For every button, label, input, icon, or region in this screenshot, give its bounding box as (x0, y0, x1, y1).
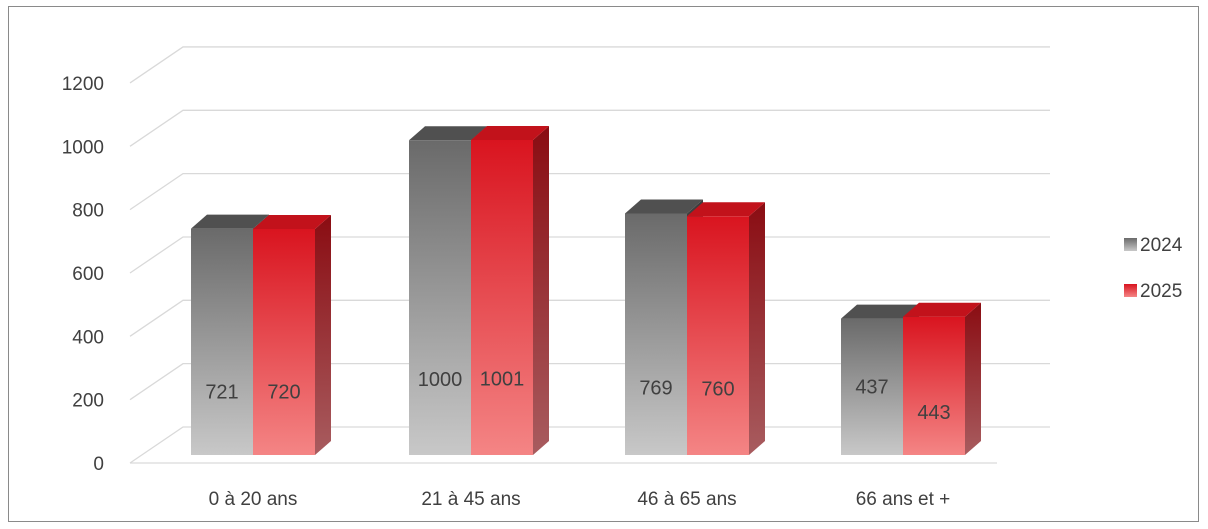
legend-swatch-2024 (1124, 238, 1137, 251)
gridline (129, 46, 1050, 84)
y-tick-label: 600 (72, 264, 104, 285)
y-tick-label: 800 (72, 201, 104, 222)
bar-2024-front (841, 318, 903, 455)
bar-2025-side (965, 302, 981, 455)
bar-2025-top (471, 125, 549, 140)
bar-2025-side (533, 125, 549, 455)
legend-label-2025: 2025 (1140, 281, 1182, 302)
data-label: 1001 (480, 369, 525, 391)
data-label: 437 (855, 377, 888, 399)
bars (191, 125, 981, 456)
y-tick-label: 1000 (62, 137, 104, 158)
data-label: 769 (639, 378, 672, 400)
x-category-label: 46 à 65 ans (637, 489, 736, 510)
bar-2024-top (841, 304, 919, 319)
x-category-label: 21 à 45 ans (421, 489, 520, 510)
legend-swatch-2025 (1124, 284, 1137, 297)
bar-2025-top (687, 202, 765, 217)
bar-2024-top (409, 126, 487, 141)
bar-2025-side (315, 214, 331, 455)
y-tick-label: 400 (72, 327, 104, 348)
bar-2025-top (903, 302, 981, 317)
bar-2024-top (191, 214, 269, 229)
bar-2025-front (903, 316, 965, 455)
data-label: 1000 (418, 369, 463, 391)
bar-2024-front (625, 213, 687, 455)
y-tick-label: 200 (72, 391, 104, 412)
bar-2025-front (253, 228, 315, 455)
data-label: 721 (205, 381, 238, 403)
labels: 0 200 400 600 800 1000 1200 721 720 0 à 20 ans 100… (62, 74, 951, 510)
bar-2024-top (625, 199, 703, 214)
bar-2025-top (253, 214, 331, 229)
gridline (129, 172, 1050, 211)
bar-2025-front (687, 216, 749, 455)
bar-2024-front (191, 228, 253, 455)
legend-label-2024: 2024 (1140, 235, 1183, 256)
gridline (129, 109, 1050, 147)
data-label: 760 (701, 378, 734, 400)
bar-2024-front (409, 140, 471, 456)
y-tick-label: 0 (93, 454, 104, 475)
bar-2025-side (749, 202, 765, 455)
bar-2025-front (471, 139, 533, 455)
legend: 2024 2025 (1124, 235, 1183, 302)
x-category-label: 66 ans et + (856, 489, 951, 510)
data-label: 720 (267, 381, 300, 403)
y-tick-label: 1200 (62, 74, 104, 95)
x-category-label: 0 à 20 ans (209, 489, 298, 510)
data-label: 443 (917, 402, 950, 424)
